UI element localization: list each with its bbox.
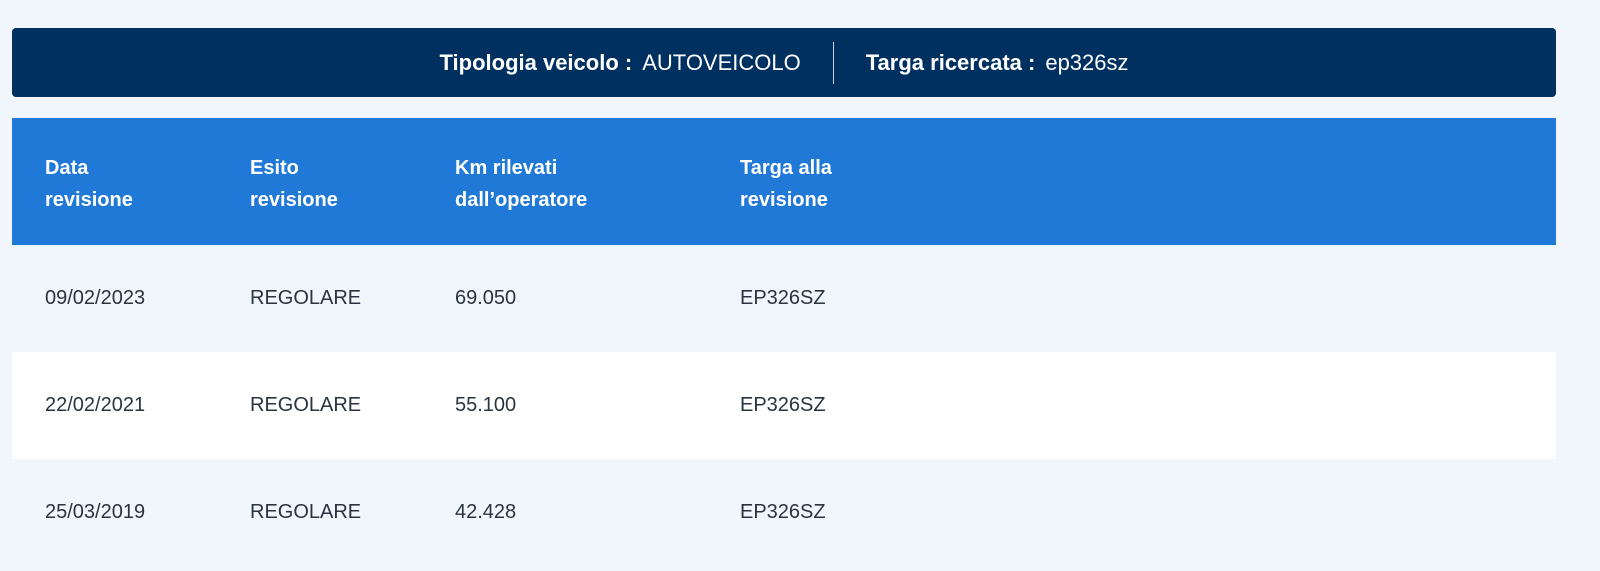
table-row: 22/02/2021 REGOLARE 55.100 EP326SZ [12,352,1556,459]
cell-outcome: REGOLARE [250,287,362,309]
header-outcome: Esito revisione [250,152,338,216]
cell-outcome: REGOLARE [250,501,362,523]
vehicle-type-value: AUTOVEICOLO [642,49,801,75]
cell-date: 09/02/2023 [45,287,146,309]
searched-plate-label: Targa ricercata : [865,49,1036,75]
header-plate: Targa alla revisione [740,152,832,216]
header-line: Esito [250,157,299,179]
header-line: revisione [250,189,338,211]
cell-km: 42.428 [455,501,517,523]
header-line: revisione [740,189,828,211]
cell-plate: EP326SZ [740,287,826,309]
header-km: Km rilevati dall’operatore [455,152,587,216]
header-line: Targa alla [740,157,832,179]
header-line: Data [45,157,89,179]
cell-km: 55.100 [455,394,517,416]
cell-plate: EP326SZ [740,501,826,523]
search-summary-banner: Tipologia veicolo : AUTOVEICOLO Targa ri… [12,28,1556,97]
table-row: 25/03/2019 REGOLARE 42.428 EP326SZ [12,459,1556,566]
cell-date: 25/03/2019 [45,501,146,523]
header-date: Data revisione [45,152,133,216]
table-row: 09/02/2023 REGOLARE 69.050 EP326SZ [12,245,1556,352]
cell-date: 22/02/2021 [45,394,146,416]
cell-outcome: REGOLARE [250,394,362,416]
header-line: Km rilevati [455,157,558,179]
cell-km: 69.050 [455,287,517,309]
vehicle-type-label: Tipologia veicolo : [439,49,633,75]
searched-plate-value: ep326sz [1045,49,1129,75]
header-line: revisione [45,189,133,211]
divider [832,41,834,84]
cell-plate: EP326SZ [740,394,826,416]
header-line: dall’operatore [455,189,588,211]
table-header: Data revisione Esito revisione Km rilevati… [12,118,1556,245]
